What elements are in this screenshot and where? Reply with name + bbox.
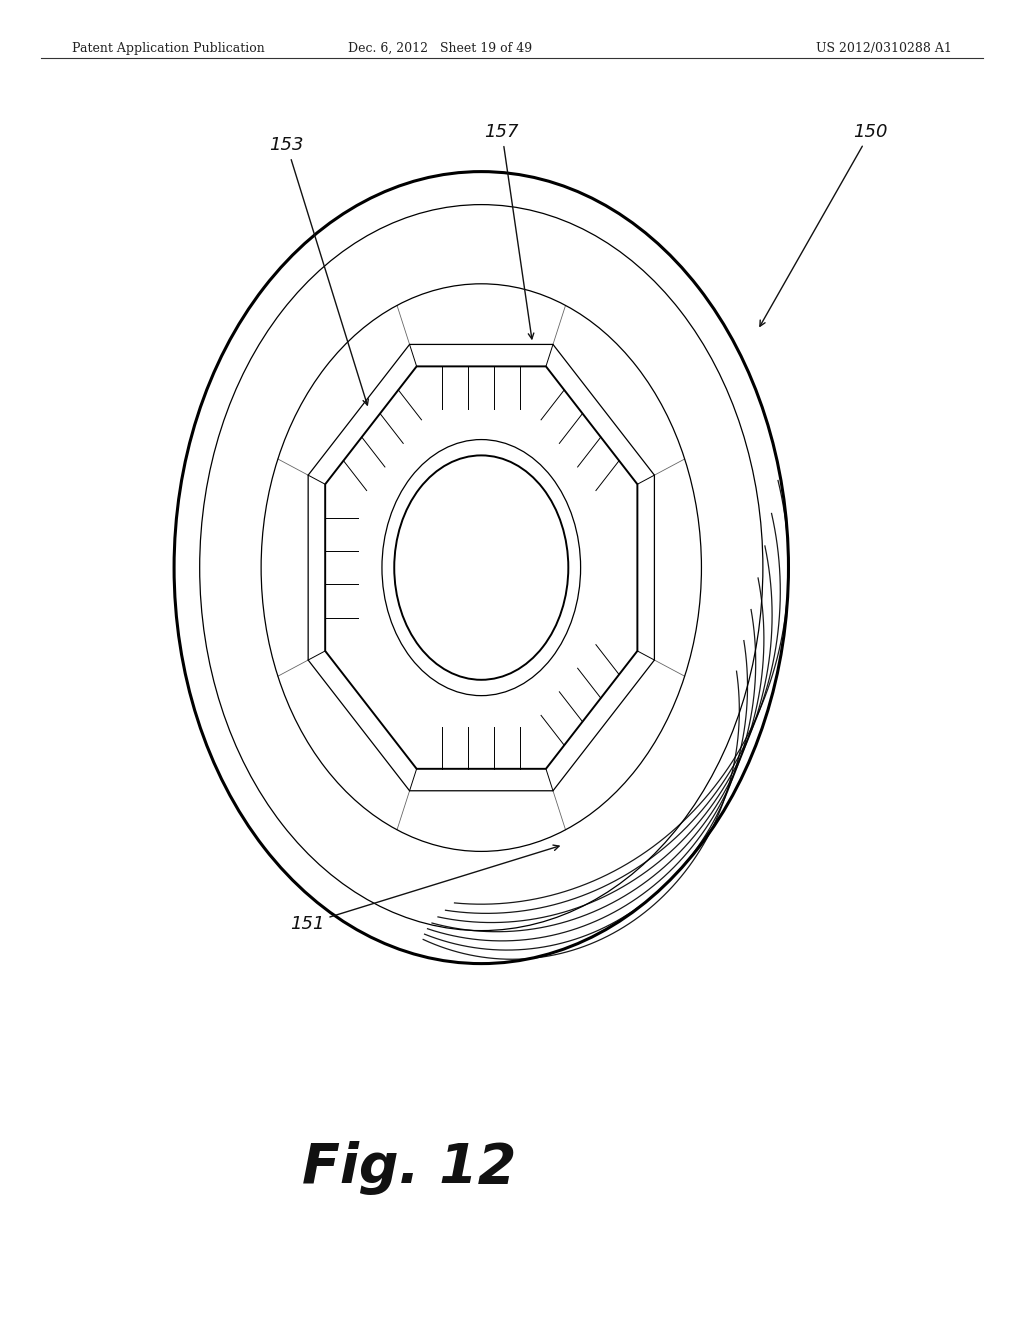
Text: 151: 151	[290, 845, 559, 933]
Text: Dec. 6, 2012   Sheet 19 of 49: Dec. 6, 2012 Sheet 19 of 49	[348, 42, 532, 55]
Text: US 2012/0310288 A1: US 2012/0310288 A1	[816, 42, 952, 55]
Text: 150: 150	[760, 123, 888, 326]
Text: Fig. 12: Fig. 12	[302, 1142, 517, 1195]
Text: 153: 153	[269, 136, 369, 405]
Text: Patent Application Publication: Patent Application Publication	[72, 42, 264, 55]
Text: 157: 157	[484, 123, 534, 339]
